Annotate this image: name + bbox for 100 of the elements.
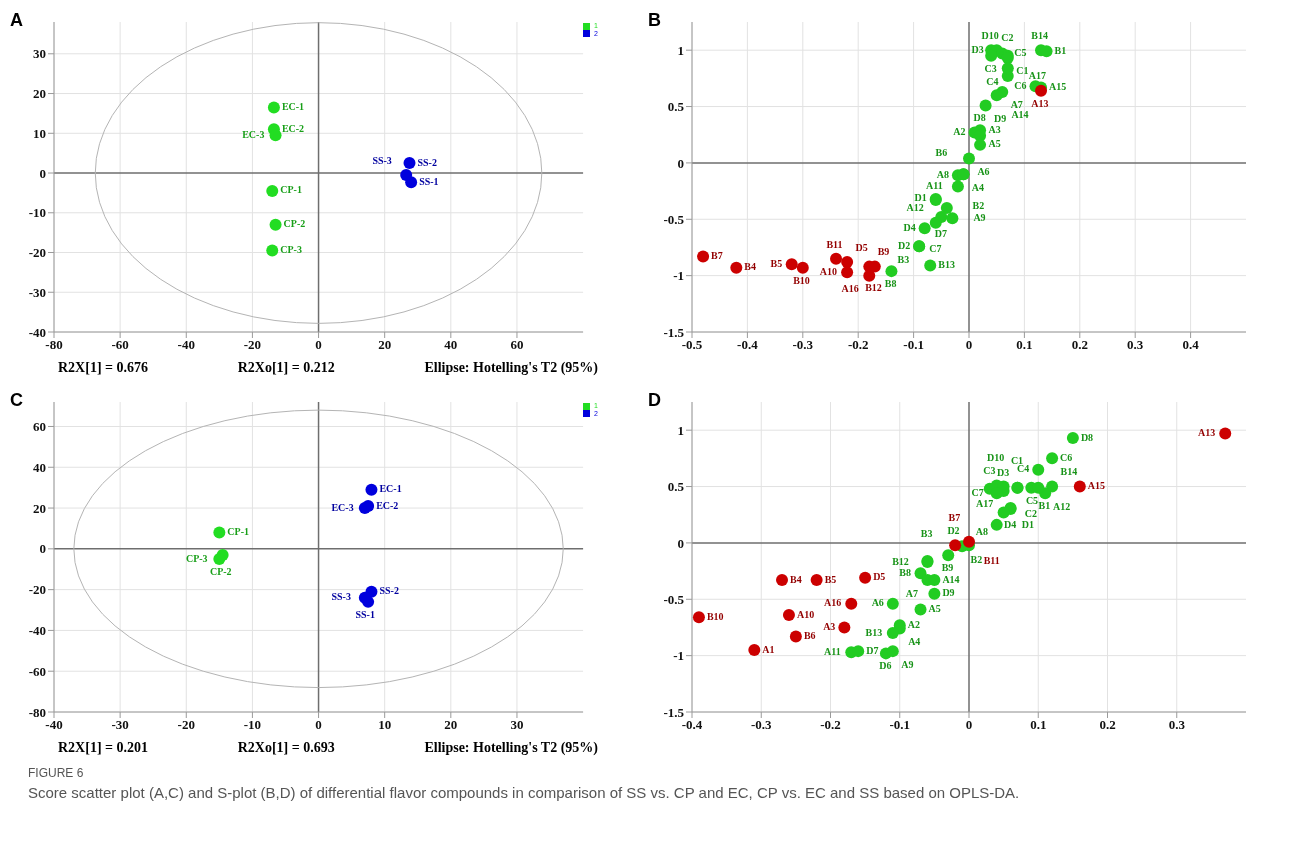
annotation: CP-1 xyxy=(227,526,250,538)
annotation: B10 xyxy=(793,274,810,286)
annotation: A12 xyxy=(906,201,924,213)
x-tick-label: 0 xyxy=(315,717,322,733)
x-tick-label: 0 xyxy=(965,337,973,353)
annotation: SS-3 xyxy=(331,591,351,603)
x-tick-label: -10 xyxy=(243,717,262,733)
annotation: D4 xyxy=(1003,518,1017,530)
annotation: A5 xyxy=(988,137,1001,149)
annotation: A5 xyxy=(928,602,941,614)
annotation: B14 xyxy=(1031,30,1049,42)
annotation: A11 xyxy=(926,180,943,192)
annotation: A10 xyxy=(819,265,838,277)
x-tick-label: 30 xyxy=(510,717,524,733)
annotation: B10 xyxy=(706,610,724,622)
annotation: B6 xyxy=(935,147,948,159)
annotation: B8 xyxy=(884,278,897,290)
annotation: CP-1 xyxy=(280,184,302,196)
annotation: EC-1 xyxy=(379,483,402,495)
annotation: C2 xyxy=(1024,507,1037,519)
annotation: C3 xyxy=(983,464,996,476)
annotation: C2 xyxy=(1001,31,1014,43)
annotation: CP-3 xyxy=(280,244,302,256)
annotation: EC-1 xyxy=(281,100,305,112)
y-tick-label: 40 xyxy=(33,459,46,475)
chart-title: C xyxy=(10,390,23,411)
annotation: B3 xyxy=(920,527,933,539)
annotation: EC-3 xyxy=(242,128,265,140)
y-tick-label: 0.5 xyxy=(667,479,685,495)
annotation: A3 xyxy=(823,620,836,632)
annotation: SS-2 xyxy=(417,156,437,168)
annotation: D5 xyxy=(855,241,868,253)
annotation: B12 xyxy=(865,281,882,293)
y-tick-label: -10 xyxy=(28,205,46,221)
x-tick-label: -30 xyxy=(111,717,129,733)
annotation: B13 xyxy=(865,626,883,638)
annotation: A4 xyxy=(908,635,921,647)
y-tick-label: -30 xyxy=(28,284,46,300)
x-tick-label: -0.4 xyxy=(737,337,759,353)
annotation: B8 xyxy=(899,566,911,578)
text: Ellipse: Hotelling's T2 (95%) xyxy=(424,740,598,756)
annotation: D1 xyxy=(914,192,927,204)
annotation: CP-2 xyxy=(209,565,232,577)
x-tick-label: -0.1 xyxy=(889,717,911,733)
annotation: A16 xyxy=(823,597,842,609)
y-tick-label: -0.5 xyxy=(663,211,685,227)
annotation: A1 xyxy=(762,643,775,655)
annotation: B7 xyxy=(711,249,723,261)
annotation: B12 xyxy=(892,555,909,567)
y-tick-label: 0.5 xyxy=(667,99,685,115)
x-tick-label: 0.3 xyxy=(1168,717,1186,733)
annotation: D2 xyxy=(947,524,960,536)
annotation: B3 xyxy=(897,253,910,265)
x-tick-label: 20 xyxy=(444,717,458,733)
y-tick-label: -0.5 xyxy=(663,591,685,607)
y-tick-label: -20 xyxy=(28,582,46,598)
x-tick-label: -60 xyxy=(111,337,129,353)
chart-title: D xyxy=(648,390,661,411)
text: R2Xo[1] = 0.693 xyxy=(237,740,335,756)
x-tick-label: -0.3 xyxy=(792,337,814,353)
annotation: A14 xyxy=(942,573,960,585)
annotation: C7 xyxy=(929,242,942,254)
annotation: B4 xyxy=(790,573,802,585)
annotation: A11 xyxy=(823,645,841,657)
x-tick-label: -20 xyxy=(177,717,195,733)
x-tick-label: 40 xyxy=(444,337,458,353)
y-tick-label: 0 xyxy=(677,535,684,551)
x-tick-label: 60 xyxy=(510,337,524,353)
annotation: B2 xyxy=(970,553,983,565)
y-tick-label: -40 xyxy=(28,324,46,340)
annotation: B11 xyxy=(983,555,1000,567)
annotation: EC-2 xyxy=(376,499,399,511)
annotation: C6 xyxy=(1060,451,1073,463)
annotation: A6 xyxy=(871,597,884,609)
y-tick-label: -20 xyxy=(28,245,46,261)
annotation: A10 xyxy=(796,608,815,620)
x-tick-label: -0.3 xyxy=(750,717,773,733)
x-tick-label: 0.1 xyxy=(1030,717,1047,733)
text: Ellipse: Hotelling's T2 (95%) xyxy=(424,360,598,376)
y-tick-label: -1.5 xyxy=(663,704,685,720)
annotation: D6 xyxy=(879,660,892,672)
annotation: D4 xyxy=(903,221,916,233)
y-tick-label: 20 xyxy=(33,86,46,102)
annotation: A8 xyxy=(975,526,988,538)
y-tick-label: -60 xyxy=(28,663,46,679)
annotation: CP-3 xyxy=(185,552,208,564)
annotation: C4 xyxy=(1017,463,1030,475)
x-tick-label: -0.2 xyxy=(820,717,841,733)
x-tick-label: 0.4 xyxy=(1182,337,1200,353)
x-tick-label: -0.1 xyxy=(903,337,924,353)
y-tick-label: 0 xyxy=(39,541,46,557)
annotation: B2 xyxy=(972,200,985,212)
x-tick-label: 0.2 xyxy=(1099,717,1116,733)
annotation: SS-2 xyxy=(379,585,399,597)
x-tick-label: -40 xyxy=(177,337,195,353)
y-tick-label: 30 xyxy=(33,46,46,62)
y-tick-label: 1 xyxy=(677,42,684,58)
annotation: C5 xyxy=(1025,495,1039,507)
annotation: A15 xyxy=(1087,480,1106,492)
annotation: D3 xyxy=(997,466,1010,478)
